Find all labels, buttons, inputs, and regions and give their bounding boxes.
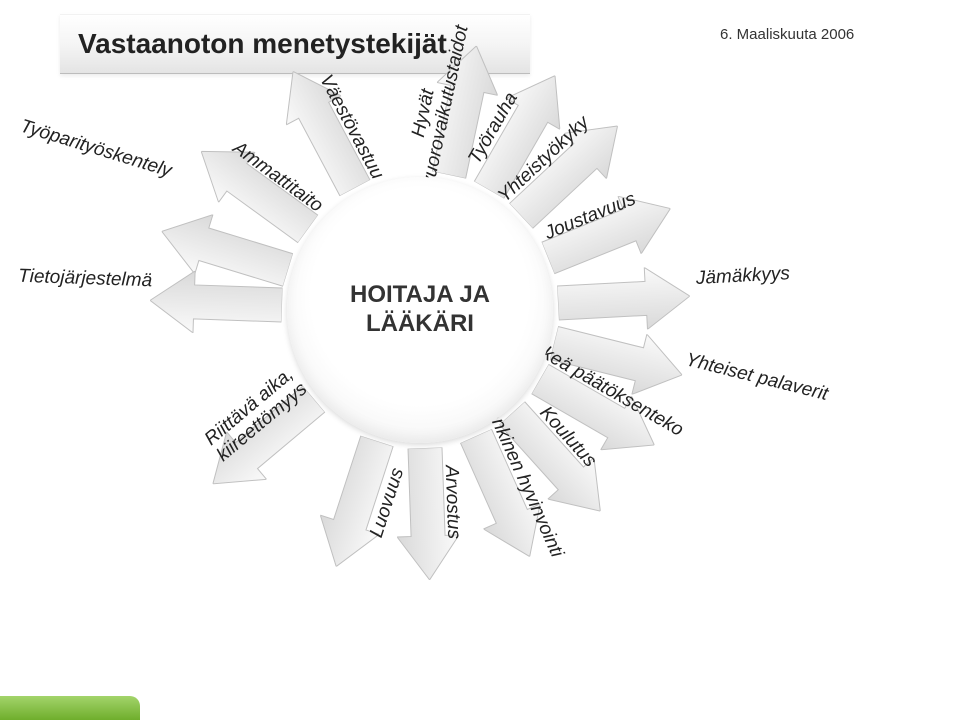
spoke-label-4: Jämäkkyys — [695, 263, 790, 290]
center-circle: HOITAJA JA LÄÄKÄRI — [287, 177, 553, 443]
spoke-label-13: Tietojärjestelmä — [18, 265, 153, 292]
slide-date: 6. Maaliskuuta 2006 — [720, 26, 854, 43]
center-line1: HOITAJA JA — [350, 281, 490, 308]
spoke-label-9: Arvostus — [439, 465, 464, 540]
spoke-label-5: Yhteiset palaverit — [683, 350, 830, 407]
footer-accent — [0, 696, 140, 720]
slide-title: Vastaanoton menetystekijät — [78, 28, 447, 60]
spoke-13 — [149, 270, 283, 337]
center-text: HOITAJA JA LÄÄKÄRI — [350, 281, 490, 339]
center-line2: LÄÄKÄRI — [366, 310, 474, 337]
spoke-label-12: Työparityöskentely — [17, 116, 174, 183]
